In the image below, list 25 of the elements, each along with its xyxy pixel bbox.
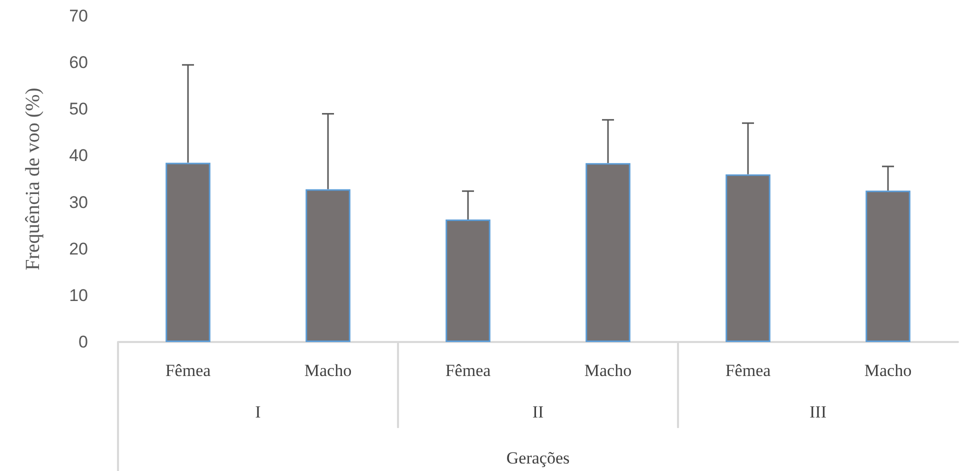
x-tick-label: Fêmea	[445, 361, 492, 380]
bar	[866, 190, 910, 342]
y-tick-label: 10	[69, 286, 88, 305]
bar	[446, 220, 490, 342]
text: I	[255, 402, 262, 422]
text: III	[810, 402, 827, 422]
y-tick-label: 20	[69, 239, 88, 258]
x-axis-title: Gerações	[506, 448, 570, 468]
bar	[726, 174, 770, 342]
bar	[586, 163, 630, 342]
y-tick-label: 70	[69, 6, 88, 26]
bar	[306, 189, 350, 342]
y-axis-title: Frequência de voo (%)	[22, 88, 44, 270]
x-tick-label: Macho	[864, 361, 912, 380]
y-tick-label: 30	[69, 192, 88, 212]
text: II	[532, 402, 544, 422]
y-tick-label: 0	[78, 332, 88, 352]
x-tick-label: Fêmea	[725, 361, 772, 380]
x-tick-label: Macho	[304, 361, 352, 380]
y-tick-label: 50	[69, 100, 88, 119]
x-tick-label: Fêmea	[165, 361, 212, 380]
y-tick-label: 60	[69, 53, 88, 72]
bar	[166, 162, 210, 342]
y-tick-label: 40	[69, 146, 88, 166]
x-tick-label: Macho	[584, 361, 632, 380]
